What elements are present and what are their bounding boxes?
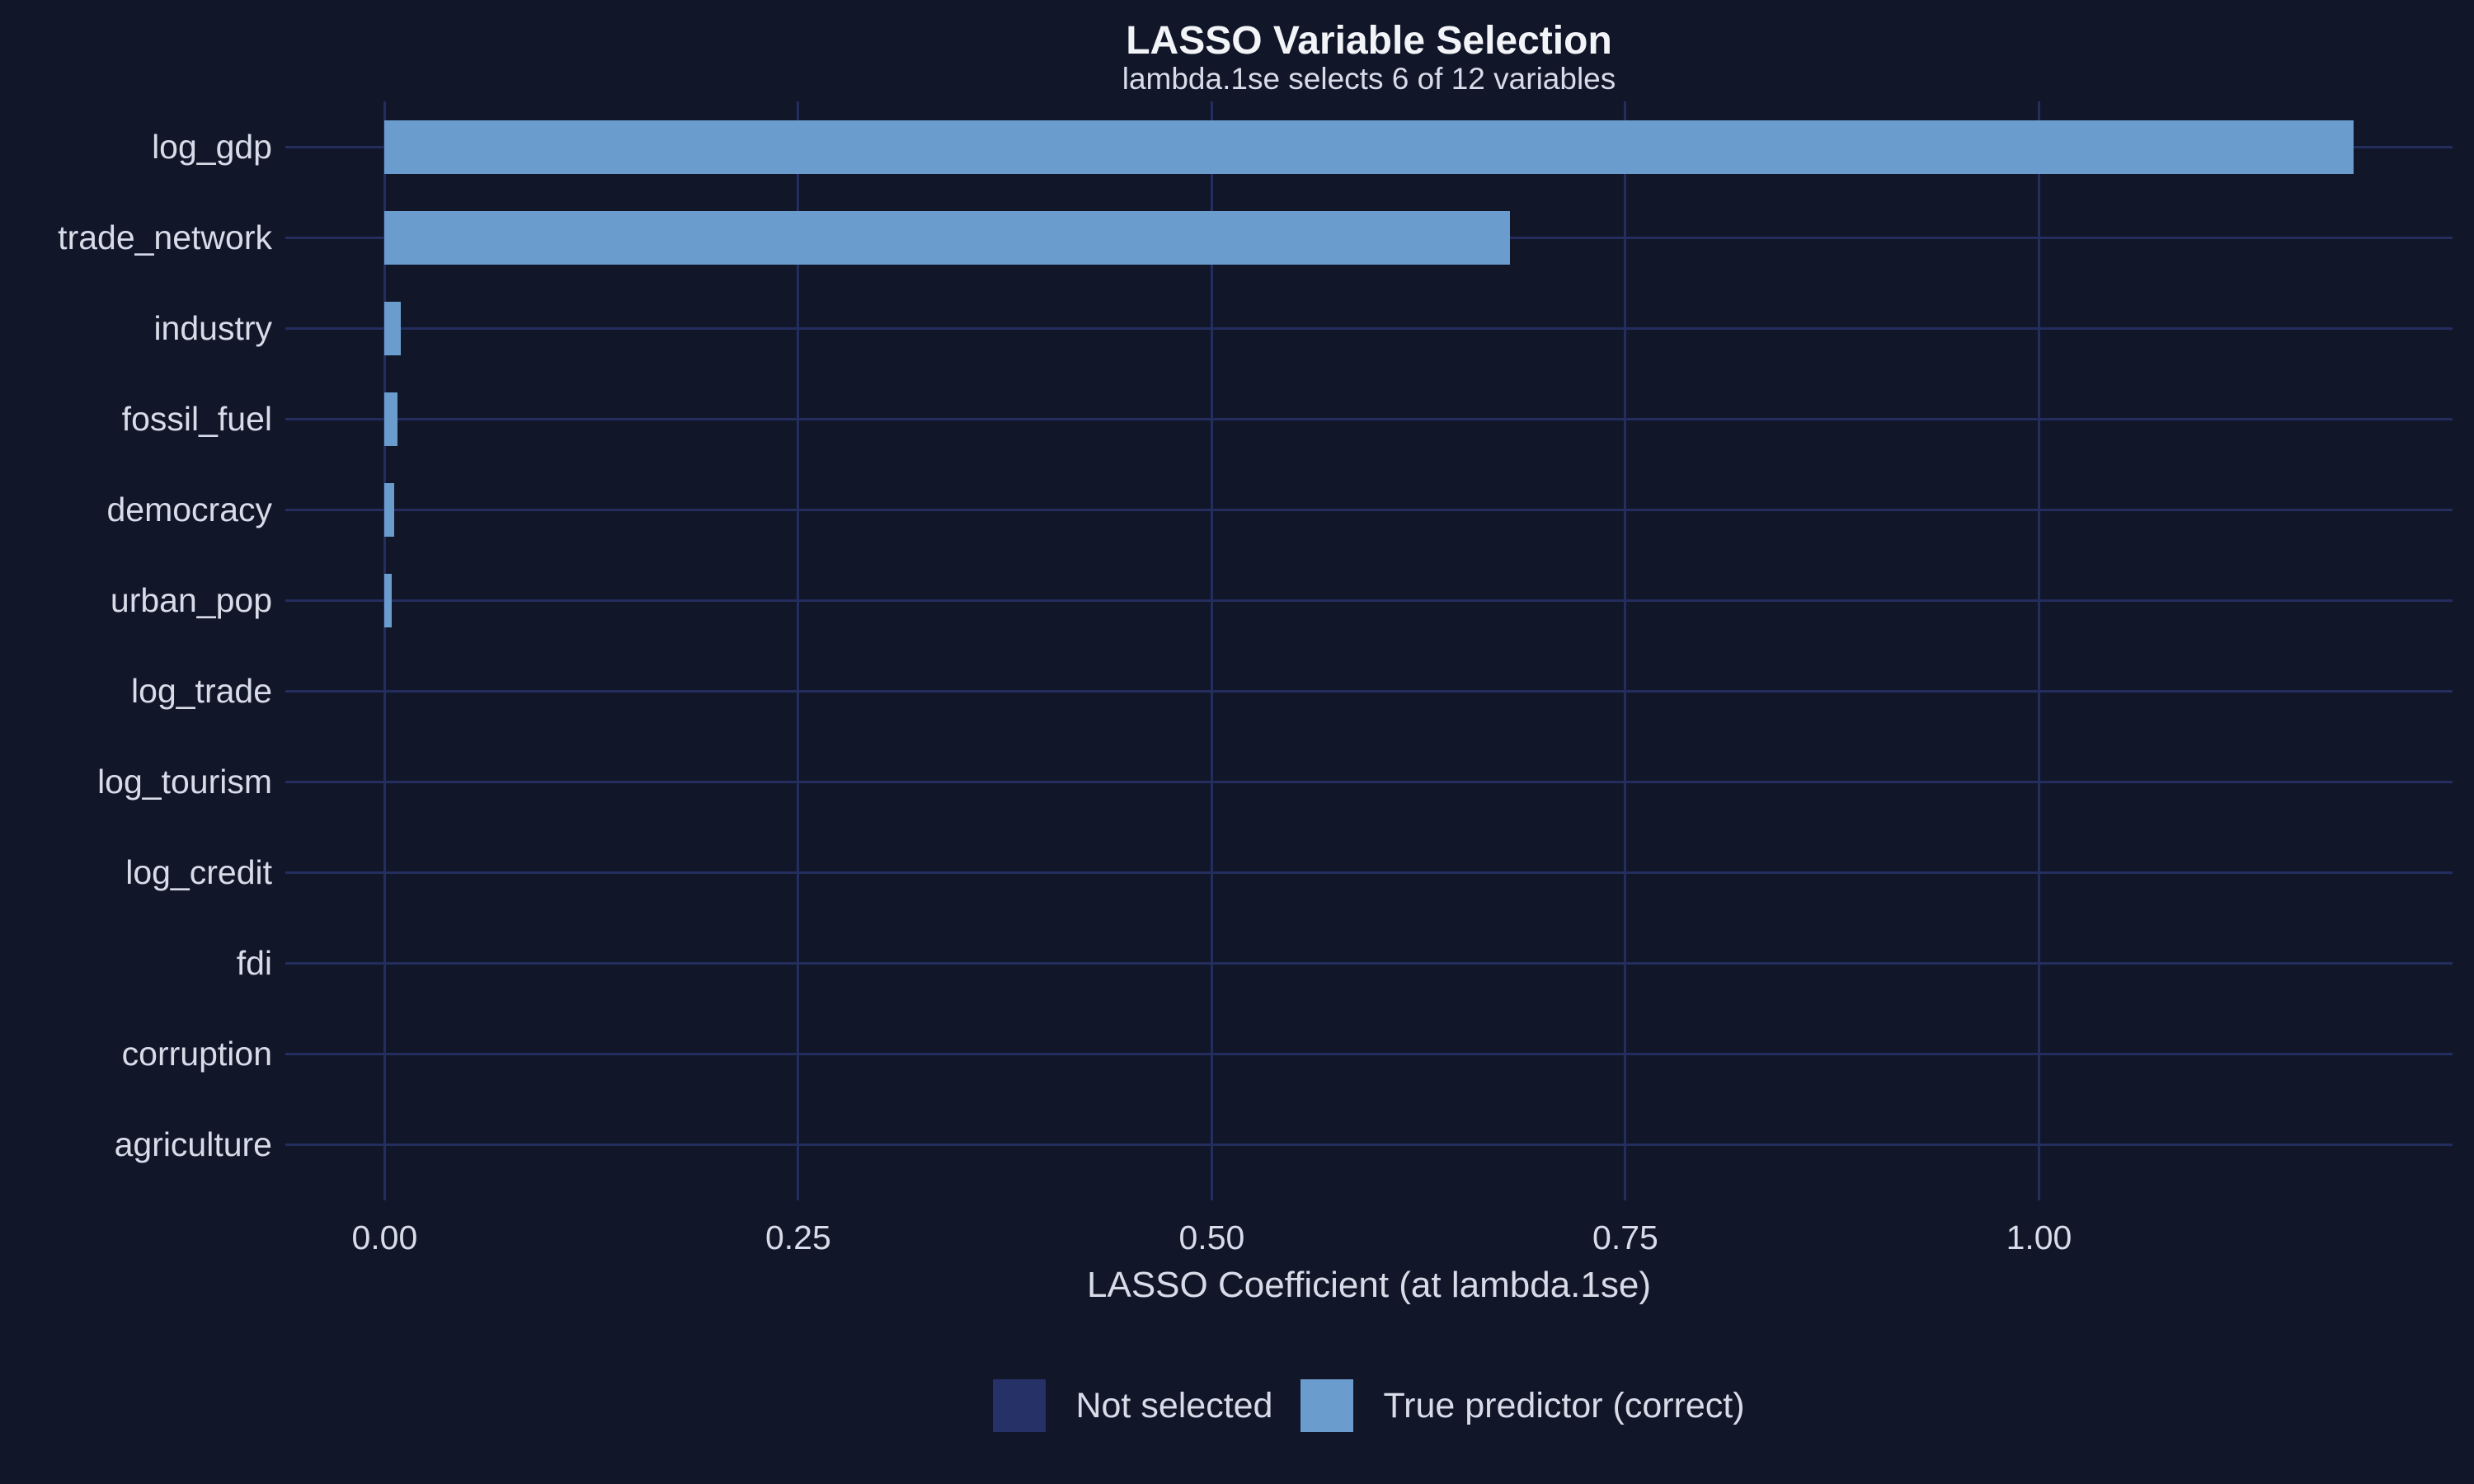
x-tick-mark	[2037, 1190, 2040, 1200]
legend-label: True predictor (correct)	[1383, 1386, 1745, 1425]
legend-item: Not selected	[993, 1379, 1272, 1432]
gridline-horizontal	[285, 871, 2453, 874]
x-tick-label: 1.00	[2006, 1219, 2072, 1256]
legend-swatch	[993, 1379, 1047, 1432]
legend-label: Not selected	[1075, 1386, 1273, 1425]
x-tick-mark	[383, 1190, 386, 1200]
bar-urban_pop	[384, 573, 393, 627]
gridline-horizontal	[285, 689, 2453, 693]
gridline-vertical	[1210, 101, 1213, 1190]
y-label-agriculture: agriculture	[114, 1125, 272, 1163]
gridline-horizontal	[285, 780, 2453, 783]
gridline-horizontal	[285, 599, 2453, 602]
x-tick-mark	[1210, 1190, 1213, 1200]
x-tick-mark	[797, 1190, 800, 1200]
chart-title: LASSO Variable Selection	[1126, 19, 1612, 63]
bar-fossil_fuel	[384, 392, 398, 446]
y-label-trade_network: trade_network	[58, 218, 272, 256]
gridline-horizontal	[285, 1143, 2453, 1146]
gridline-horizontal	[285, 326, 2453, 330]
legend-swatch	[1300, 1379, 1354, 1432]
y-label-fdi: fdi	[236, 943, 272, 982]
y-label-log_trade: log_trade	[131, 671, 272, 710]
chart-subtitle: lambda.1se selects 6 of 12 variables	[1122, 62, 1616, 96]
x-tick-label: 0.50	[1178, 1219, 1245, 1256]
gridline-horizontal	[285, 417, 2453, 420]
bar-democracy	[384, 482, 395, 537]
gridline-horizontal	[285, 1052, 2453, 1055]
x-axis-title: LASSO Coefficient (at lambda.1se)	[1087, 1265, 1651, 1305]
gridline-vertical	[1624, 101, 1627, 1190]
legend: Not selected True predictor (correct)	[285, 1377, 2453, 1435]
gridline-horizontal	[285, 961, 2453, 965]
gridline-horizontal	[285, 508, 2453, 511]
y-label-log_credit: log_credit	[125, 852, 272, 891]
gridline-vertical	[2037, 101, 2040, 1190]
x-tick-label: 0.75	[1592, 1219, 1658, 1256]
gridline-vertical	[797, 101, 800, 1190]
bar-trade_network	[384, 210, 1510, 265]
y-label-fossil_fuel: fossil_fuel	[121, 399, 272, 438]
y-label-log_gdp: log_gdp	[152, 127, 272, 166]
plot-panel	[285, 101, 2453, 1190]
x-tick-label: 0.25	[764, 1219, 831, 1256]
bar-log_gdp	[384, 120, 2354, 174]
legend-item: True predictor (correct)	[1300, 1379, 1745, 1432]
x-tick-mark	[1624, 1190, 1627, 1200]
y-label-corruption: corruption	[121, 1034, 272, 1073]
y-label-industry: industry	[153, 308, 272, 347]
y-label-log_tourism: log_tourism	[97, 762, 272, 801]
gridline-vertical	[383, 101, 386, 1190]
y-label-urban_pop: urban_pop	[110, 580, 272, 619]
bar-industry	[384, 301, 402, 355]
y-label-democracy: democracy	[106, 490, 272, 528]
x-tick-label: 0.00	[351, 1219, 418, 1256]
